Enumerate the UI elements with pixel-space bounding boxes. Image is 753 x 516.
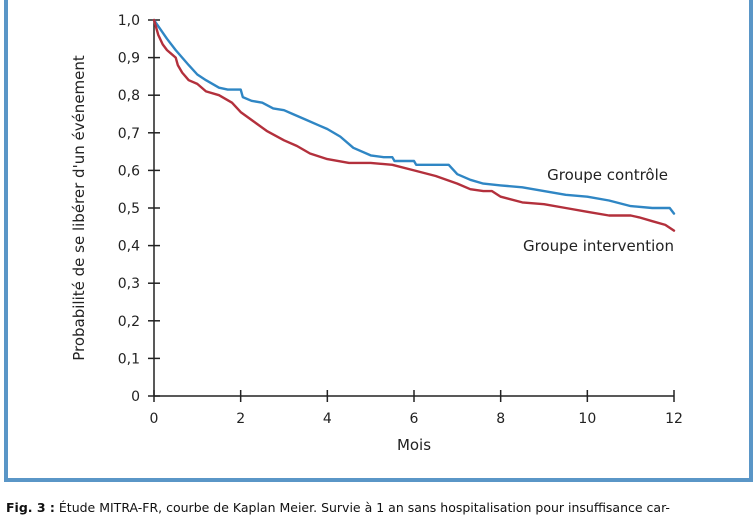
y-tick-label: 0,1 — [118, 351, 140, 367]
x-tick-label: 8 — [496, 411, 505, 427]
caption-text: Étude MITRA-FR, courbe de Kaplan Meier. … — [54, 500, 670, 515]
x-axis-title: Mois — [397, 436, 431, 454]
y-tick-label: 0,6 — [118, 163, 140, 179]
kaplan-meier-chart: 0 0,1 0,2 0,3 0,4 0,5 0,6 0,7 0,8 0,9 1,0 0 2 4 6 8 10 12… — [70, 13, 683, 454]
y-tick-label: 0,4 — [118, 239, 140, 255]
x-tick-label: 10 — [578, 411, 596, 427]
y-axis-title: Probabilité de se libérer d'un événement — [70, 55, 88, 361]
labels-layer: 0 0,1 0,2 0,3 0,4 0,5 0,6 0,7 0,8 0,9 1,0 0 2 4 6 8 10 12… — [70, 13, 683, 454]
y-tick-label: 0 — [131, 389, 140, 405]
series-line-groupe-controle — [152, 18, 676, 215]
y-tick-label: 0,3 — [118, 276, 140, 292]
y-tick-label: 0,5 — [118, 201, 140, 217]
y-tick-label: 1,0 — [118, 13, 140, 29]
figure-caption: Fig. 3 : Étude MITRA-FR, courbe de Kapla… — [6, 500, 753, 516]
caption-label: Fig. 3 : — [6, 500, 55, 515]
x-tick-label: 2 — [236, 411, 245, 427]
y-tick-label: 0,8 — [118, 88, 140, 104]
series-label-groupe-intervention: Groupe intervention — [523, 237, 674, 255]
series-label-groupe-controle: Groupe contrôle — [547, 166, 668, 184]
axes — [148, 19, 675, 402]
chart-frame: 0 0,1 0,2 0,3 0,4 0,5 0,6 0,7 0,8 0,9 1,0 0 2 4 6 8 10 12… — [4, 0, 753, 482]
series-line-groupe-intervention — [152, 18, 676, 232]
x-tick-label: 6 — [410, 411, 419, 427]
y-tick-label: 0,2 — [118, 314, 140, 330]
y-tick-label: 0,9 — [118, 51, 140, 67]
x-tick-label: 4 — [323, 411, 332, 427]
y-tick-label: 0,7 — [118, 126, 140, 142]
x-tick-label: 12 — [665, 411, 683, 427]
x-tick-label: 0 — [150, 411, 159, 427]
series-layer — [152, 18, 676, 232]
